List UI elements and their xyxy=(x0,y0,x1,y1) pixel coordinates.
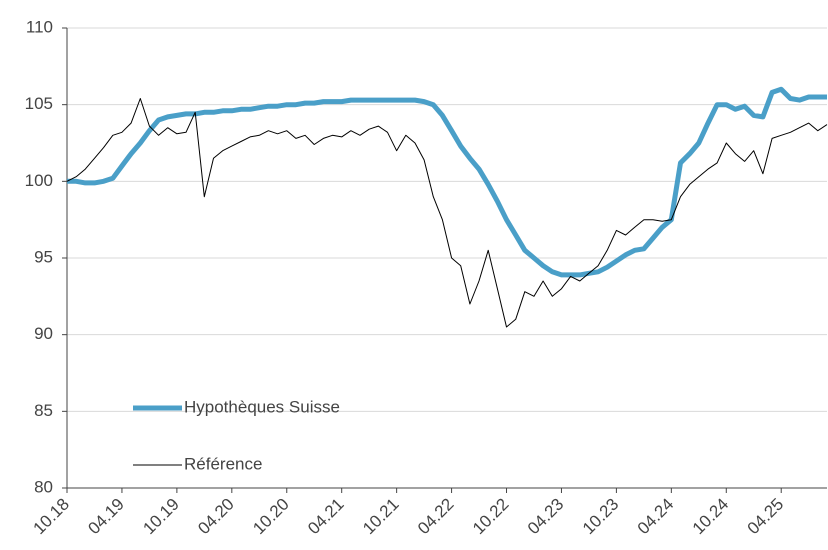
x-tick-label: 10.23 xyxy=(579,495,623,539)
x-tick-label: 04.23 xyxy=(524,495,568,539)
x-tick-label: 04.19 xyxy=(84,495,128,539)
x-tick-label: 04.21 xyxy=(304,495,348,539)
x-tick-label: 04.24 xyxy=(634,495,678,539)
x-tick-label: 10.20 xyxy=(249,495,293,539)
y-tick-label: 105 xyxy=(25,94,53,113)
legend-label: Référence xyxy=(184,454,262,473)
y-tick-label: 95 xyxy=(34,247,53,266)
x-tick-label: 10.21 xyxy=(359,495,403,539)
x-tick-label: 10.19 xyxy=(139,495,183,539)
x-tick-label: 04.25 xyxy=(744,495,788,539)
y-tick-label: 80 xyxy=(34,477,53,496)
y-tick-label: 90 xyxy=(34,324,53,343)
x-tick-label: 10.24 xyxy=(689,495,733,539)
legend-label: Hypothèques Suisse xyxy=(184,397,340,416)
y-tick-label: 100 xyxy=(25,171,53,190)
x-tick-label: 04.22 xyxy=(414,495,458,539)
series-line xyxy=(66,98,828,328)
y-tick-label: 110 xyxy=(26,17,53,36)
series-line xyxy=(67,86,827,278)
y-tick-label: 85 xyxy=(34,401,53,420)
x-tick-label: 10.18 xyxy=(29,495,73,539)
x-tick-label: 04.20 xyxy=(194,495,238,539)
x-tick-label: 10.22 xyxy=(469,495,513,539)
